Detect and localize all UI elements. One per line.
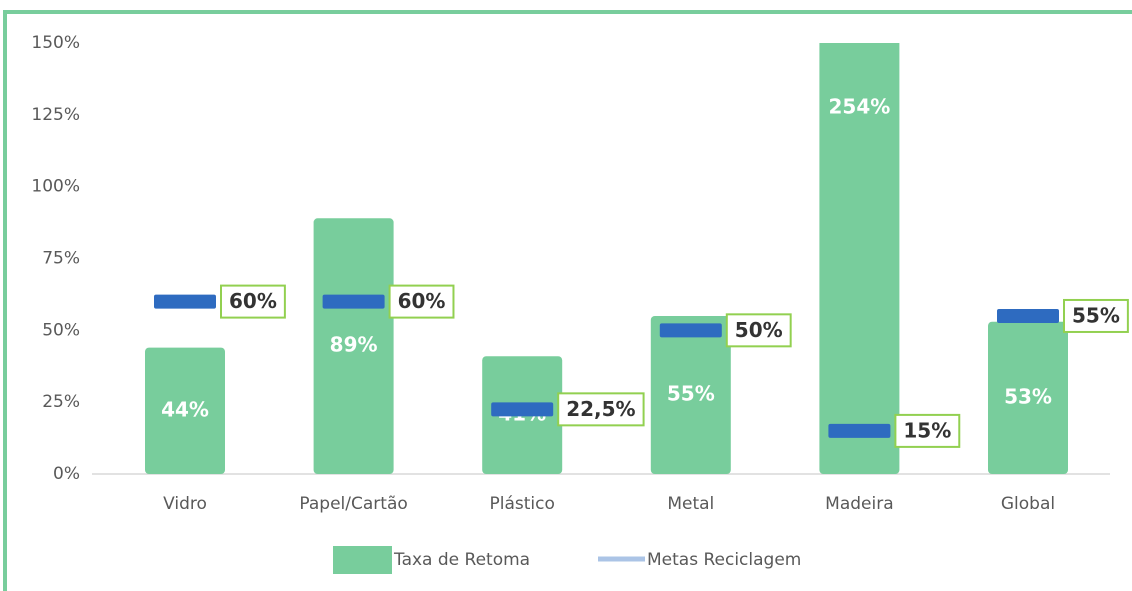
y-tick-label: 125%	[31, 105, 80, 125]
target-value-label: 60%	[229, 289, 277, 313]
y-tick-label: 0%	[53, 464, 80, 484]
target-value-label: 22,5%	[566, 397, 635, 421]
y-tick-label: 50%	[42, 320, 80, 340]
x-tick-label: Plástico	[490, 494, 555, 514]
target-value-label: 55%	[1072, 303, 1120, 327]
y-tick-label: 100%	[31, 177, 80, 197]
target-marker	[154, 294, 216, 309]
bar	[819, 43, 900, 474]
target-value-label: 15%	[903, 418, 951, 442]
target-value-label: 50%	[735, 318, 783, 342]
bar-value-label: 55%	[667, 381, 715, 405]
legend-label: Metas Reciclagem	[647, 550, 801, 570]
target-label-box	[557, 392, 645, 427]
target-marker	[997, 308, 1059, 323]
x-tick-label: Metal	[667, 494, 714, 514]
target-marker	[659, 323, 722, 338]
bar-value-label: 254%	[829, 95, 891, 119]
target-label-box	[220, 284, 286, 319]
x-tick-label: Global	[1001, 494, 1055, 514]
bar-value-label: 53%	[1004, 384, 1052, 408]
target-marker	[828, 423, 891, 438]
bar	[650, 315, 731, 474]
bar-value-label: 89%	[330, 333, 378, 357]
frame-top	[5, 10, 1132, 14]
target-label-box	[725, 313, 792, 348]
y-tick-label: 25%	[42, 392, 80, 412]
target-marker	[322, 294, 385, 309]
bar	[313, 218, 394, 474]
target-label-box	[894, 413, 961, 448]
x-tick-label: Madeira	[825, 494, 893, 514]
target-label-box	[1063, 298, 1129, 333]
target-marker	[491, 402, 554, 417]
bar	[988, 321, 1068, 474]
target-value-label: 60%	[398, 289, 446, 313]
legend-swatch	[333, 546, 392, 574]
bar	[145, 347, 225, 474]
legend-label: Taxa de Retoma	[393, 550, 530, 570]
target-label-box	[388, 284, 455, 319]
x-tick-label: Papel/Cartão	[299, 494, 407, 514]
y-tick-label: 150%	[31, 33, 80, 53]
y-tick-label: 75%	[42, 249, 80, 269]
bar-value-label: 44%	[161, 397, 209, 421]
frame-left	[3, 10, 7, 591]
x-tick-label: Vidro	[163, 494, 207, 514]
